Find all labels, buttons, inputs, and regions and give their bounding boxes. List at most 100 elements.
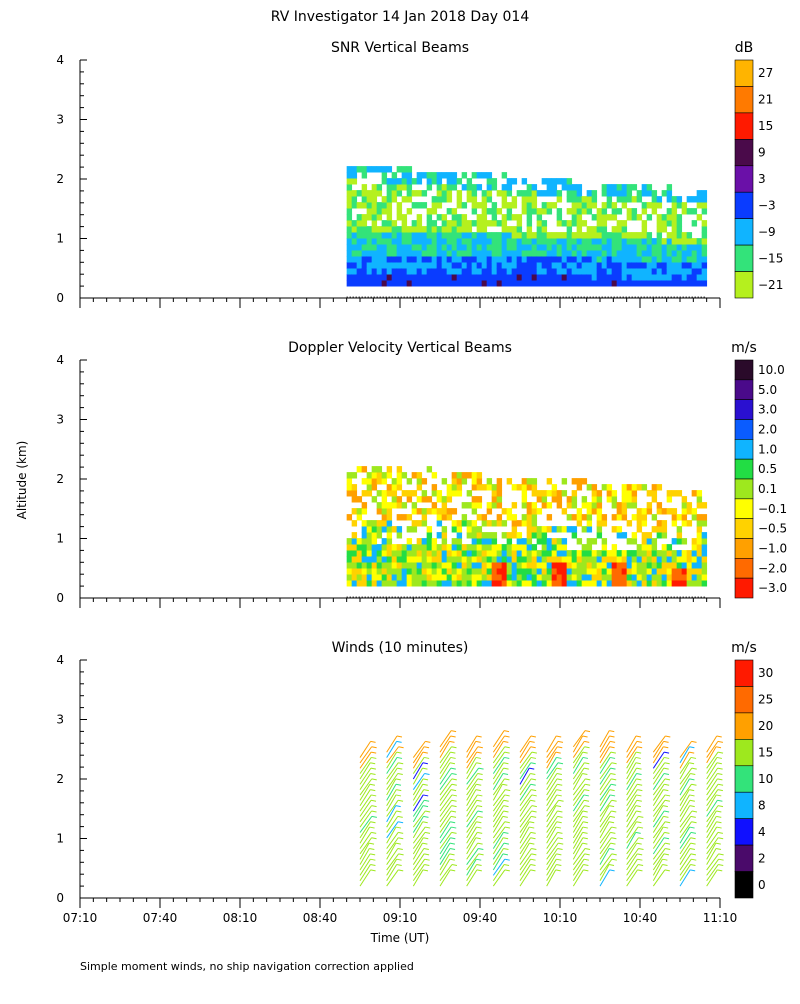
heatmap-cell <box>471 544 478 551</box>
heatmap-cell <box>651 580 658 587</box>
heatmap-cell <box>611 556 618 563</box>
wind-barb-flag <box>370 773 376 776</box>
heatmap-cell <box>596 556 603 563</box>
heatmap-cell <box>501 274 508 281</box>
heatmap-cell <box>586 502 593 509</box>
heatmap-cell <box>551 496 558 503</box>
heatmap-cell <box>396 268 403 275</box>
heatmap-cell <box>416 580 423 587</box>
heatmap-cell <box>586 484 593 491</box>
heatmap-cell <box>366 280 373 287</box>
heatmap-cell <box>681 244 688 251</box>
wind-barb <box>546 805 557 823</box>
heatmap-cell <box>696 538 703 545</box>
wind-barb <box>572 741 585 758</box>
heatmap-cell <box>431 580 438 587</box>
heatmap-cell <box>441 256 448 263</box>
footer-note: Simple moment winds, no ship navigation … <box>80 960 414 973</box>
heatmap-cell <box>496 550 503 557</box>
heatmap-cell <box>576 550 583 557</box>
heatmap-cell <box>436 514 443 521</box>
wind-barb <box>652 832 665 849</box>
heatmap-cell <box>641 262 648 269</box>
wind-barb-flag <box>503 847 509 850</box>
colorbar-swatch <box>734 659 754 687</box>
wind-barb-flag <box>582 821 589 824</box>
heatmap-cell <box>491 484 498 491</box>
heatmap-cell <box>386 502 393 509</box>
heatmap-cell <box>681 256 688 263</box>
heatmap-cell <box>681 562 688 569</box>
heatmap-cell <box>426 268 433 275</box>
heatmap-cell <box>346 256 353 263</box>
heatmap-cell <box>501 220 508 227</box>
heatmap-cell <box>686 274 693 281</box>
heatmap-cell <box>626 502 633 509</box>
wind-barb <box>386 821 399 839</box>
wind-barb <box>412 842 423 860</box>
heatmap-cell <box>376 508 383 515</box>
wind-barb-flag <box>422 762 428 765</box>
wind-barb-flag <box>370 869 376 872</box>
heatmap-cell <box>381 250 388 257</box>
heatmap-cell <box>406 562 413 569</box>
heatmap-cell <box>696 520 703 527</box>
wind-barb <box>519 821 530 839</box>
heatmap-cell <box>566 550 573 557</box>
heatmap-cell <box>526 268 533 275</box>
heatmap-cell <box>416 232 423 239</box>
heatmap-cell <box>451 250 458 257</box>
heatmap-cell <box>616 280 623 287</box>
wind-barb-flag <box>638 815 644 818</box>
heatmap-cell <box>601 208 608 215</box>
wind-barb-flag <box>716 826 722 829</box>
wind-barb-flag <box>531 794 537 797</box>
heatmap-cell <box>396 544 403 551</box>
heatmap-cell <box>366 472 373 479</box>
heatmap-cell <box>396 550 403 557</box>
heatmap-cell <box>461 202 468 209</box>
heatmap-cell <box>686 244 693 251</box>
heatmap-cell <box>651 262 658 269</box>
heatmap-cell <box>686 232 693 239</box>
heatmap-cell <box>351 484 358 491</box>
heatmap-cell <box>641 514 648 521</box>
wind-barb <box>652 789 664 807</box>
heatmap-cell <box>546 526 553 533</box>
wind-barb <box>572 864 584 882</box>
wind-barb-flag <box>530 869 536 872</box>
heatmap-cell <box>626 490 633 497</box>
heatmap-cell <box>436 238 443 245</box>
heatmap-cell <box>351 532 358 539</box>
heatmap-cell <box>521 538 528 545</box>
wind-barb <box>412 767 423 785</box>
wind-barb <box>359 821 371 839</box>
heatmap-cell <box>476 478 483 485</box>
wind-barb-flag <box>584 740 590 743</box>
heatmap-cell <box>501 580 508 587</box>
heatmap-cell <box>496 220 503 227</box>
heatmap-cell <box>466 472 473 479</box>
heatmap-cell <box>386 520 393 527</box>
heatmap-cell <box>496 502 503 509</box>
x-tick-label: 10:40 <box>623 911 658 925</box>
heatmap-cell <box>636 574 643 581</box>
heatmap-cell <box>686 550 693 557</box>
heatmap-cell <box>581 238 588 245</box>
heatmap-cell <box>466 574 473 581</box>
heatmap-cell <box>381 526 388 533</box>
heatmap-cell <box>381 562 388 569</box>
wind-barb-flag <box>556 794 562 797</box>
heatmap-cell <box>361 196 368 203</box>
wind-barb-flag <box>396 864 402 867</box>
colorbar-label: −15 <box>758 251 783 265</box>
heatmap-cell <box>366 196 373 203</box>
heatmap-cell <box>476 214 483 221</box>
heatmap-cell <box>381 478 388 485</box>
heatmap-cell <box>546 238 553 245</box>
heatmap-cell <box>346 544 353 551</box>
heatmap-cell <box>461 274 468 281</box>
heatmap-cell <box>511 268 518 275</box>
heatmap-cell <box>571 256 578 263</box>
